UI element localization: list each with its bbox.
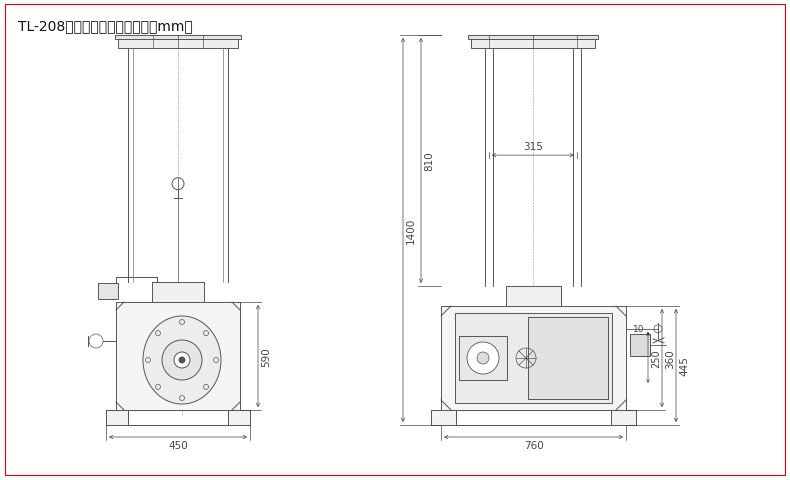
Bar <box>468 36 598 40</box>
Bar <box>611 410 636 425</box>
Text: 10: 10 <box>634 324 645 333</box>
Text: 250: 250 <box>651 348 661 367</box>
Text: 590: 590 <box>261 347 271 366</box>
Bar <box>228 410 250 425</box>
Bar <box>506 287 561 306</box>
Bar <box>98 283 118 300</box>
Text: 1400: 1400 <box>406 217 416 244</box>
Circle shape <box>174 352 190 368</box>
Ellipse shape <box>143 316 221 404</box>
Bar <box>455 313 612 403</box>
Text: 360: 360 <box>665 348 675 368</box>
Bar <box>106 410 128 425</box>
Bar <box>459 336 507 380</box>
Circle shape <box>172 179 184 191</box>
Text: TL-208电镰过滤机尺寸图（单位mm）: TL-208电镰过滤机尺寸图（单位mm） <box>18 19 193 33</box>
Text: 810: 810 <box>424 151 434 171</box>
Bar <box>116 302 240 410</box>
Bar <box>441 306 626 410</box>
Bar <box>630 334 650 356</box>
Text: 760: 760 <box>524 440 544 450</box>
Circle shape <box>179 357 185 363</box>
Bar <box>471 40 595 49</box>
Circle shape <box>162 340 202 380</box>
Circle shape <box>477 352 489 364</box>
Bar <box>528 317 608 399</box>
Circle shape <box>89 334 103 348</box>
Bar <box>118 40 238 49</box>
Text: 450: 450 <box>168 440 188 450</box>
Text: 315: 315 <box>523 142 543 152</box>
Text: 445: 445 <box>679 356 689 376</box>
Bar <box>431 410 456 425</box>
Circle shape <box>467 342 499 374</box>
Bar <box>115 36 241 40</box>
Bar <box>152 282 204 302</box>
